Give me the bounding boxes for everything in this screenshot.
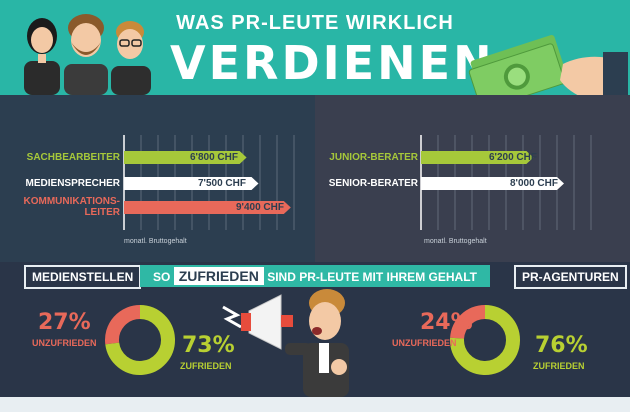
salary-bar-0 bbox=[421, 151, 534, 164]
bar-label-sachbearbeiter: SACHBEARBEITER bbox=[26, 152, 120, 163]
donut-slice-1 bbox=[450, 305, 520, 375]
satisfaction-banner: SO ZUFRIEDEN SIND PR-LEUTE MIT IHREM GEH… bbox=[140, 265, 490, 287]
pct-zufrieden-agenturen: 76% bbox=[535, 333, 588, 358]
label-medienstellen: MEDIENSTELLEN bbox=[24, 265, 142, 289]
bar-label-mediensprecher: MEDIENSPRECHER bbox=[25, 178, 120, 189]
donut-slice-0 bbox=[450, 305, 486, 340]
header-banner: WAS PR-LEUTE WIRKLICH VERDIENEN bbox=[0, 0, 630, 110]
salary-chart-left bbox=[123, 135, 295, 230]
bar-label-kommunikationsleiter: KOMMUNIKATIONS- LEITER bbox=[23, 196, 120, 218]
pct-unzufrieden-agenturen: 24% bbox=[420, 310, 473, 335]
banner-so: SO bbox=[153, 270, 171, 284]
salary-bar-1 bbox=[124, 177, 259, 190]
bar-label-senior-berater: SENIOR-BERATER bbox=[328, 178, 418, 189]
donut-slice-1 bbox=[105, 305, 175, 375]
label-pr-agenturen: PR-AGENTUREN bbox=[514, 265, 627, 289]
bar-value-kommunikationsleiter: 9'400 CHF bbox=[236, 202, 284, 213]
label-zufrieden-medienstellen: ZUFRIEDEN bbox=[180, 361, 232, 371]
label-unzufrieden-agenturen: UNZUFRIEDEN bbox=[392, 338, 457, 348]
donut-medienstellen bbox=[105, 305, 175, 375]
bar-label-junior-berater: JUNIOR-BERATER bbox=[329, 152, 418, 163]
megaphone-man-illustration bbox=[222, 289, 349, 397]
footer-strip bbox=[0, 397, 630, 412]
bar-value-senior-berater: 8'000 CHF bbox=[510, 178, 558, 189]
donut-slice-0 bbox=[105, 305, 141, 345]
salary-bar-0 bbox=[124, 151, 247, 164]
axis-note-right: monatl. Bruttogehalt bbox=[424, 238, 487, 245]
bar-value-sachbearbeiter: 6'800 CHF bbox=[190, 152, 238, 163]
salary-bar-2 bbox=[124, 201, 291, 214]
banner-highlight: ZUFRIEDEN bbox=[173, 267, 264, 285]
money-hand-illustration bbox=[468, 35, 628, 110]
bar-value-mediensprecher: 7'500 CHF bbox=[198, 178, 246, 189]
salary-bar-1 bbox=[421, 177, 564, 190]
donut-agenturen bbox=[450, 305, 520, 375]
pct-unzufrieden-medienstellen: 27% bbox=[38, 310, 91, 335]
pct-zufrieden-medienstellen: 73% bbox=[182, 333, 235, 358]
banner-rest: SIND PR-LEUTE MIT IHREM GEHALT bbox=[267, 270, 477, 284]
bar-value-junior-berater: 6'200 CHF bbox=[489, 152, 537, 163]
label-zufrieden-agenturen: ZUFRIEDEN bbox=[533, 361, 585, 371]
salary-chart-right bbox=[420, 135, 592, 230]
pr-people-illustration bbox=[24, 14, 151, 95]
title-top: WAS PR-LEUTE WIRKLICH bbox=[176, 12, 454, 34]
axis-note-left: monatl. Bruttogehalt bbox=[124, 238, 187, 245]
title-main: VERDIENEN bbox=[170, 36, 495, 90]
label-unzufrieden-medienstellen: UNZUFRIEDEN bbox=[32, 338, 97, 348]
